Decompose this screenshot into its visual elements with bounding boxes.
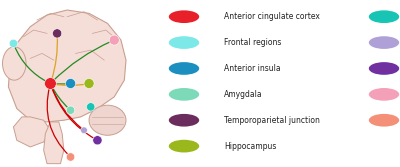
Circle shape: [169, 140, 199, 152]
PathPatch shape: [14, 117, 50, 147]
Circle shape: [169, 62, 199, 75]
Text: Anterior insula: Anterior insula: [224, 64, 281, 73]
Circle shape: [169, 10, 199, 23]
Circle shape: [369, 10, 399, 23]
PathPatch shape: [44, 122, 64, 164]
Circle shape: [66, 153, 75, 161]
Circle shape: [86, 103, 95, 111]
Text: Frontal regions: Frontal regions: [224, 38, 281, 47]
Circle shape: [52, 29, 62, 38]
Text: Anterior cingulate cortex: Anterior cingulate cortex: [224, 12, 320, 21]
Circle shape: [93, 136, 102, 145]
Circle shape: [369, 88, 399, 101]
Text: Hippocampus: Hippocampus: [224, 142, 276, 151]
PathPatch shape: [8, 10, 126, 122]
Circle shape: [109, 35, 119, 45]
Circle shape: [369, 114, 399, 127]
Circle shape: [369, 62, 399, 75]
Circle shape: [369, 36, 399, 49]
Ellipse shape: [89, 105, 126, 135]
Circle shape: [66, 106, 75, 114]
Text: Amygdala: Amygdala: [224, 90, 263, 99]
Circle shape: [84, 78, 94, 89]
Circle shape: [169, 36, 199, 49]
Circle shape: [169, 114, 199, 127]
Circle shape: [9, 39, 18, 48]
Circle shape: [81, 127, 87, 134]
Circle shape: [44, 78, 56, 89]
Circle shape: [66, 78, 76, 89]
Circle shape: [169, 88, 199, 101]
Ellipse shape: [2, 47, 26, 80]
Text: Temporoparietal junction: Temporoparietal junction: [224, 116, 320, 125]
